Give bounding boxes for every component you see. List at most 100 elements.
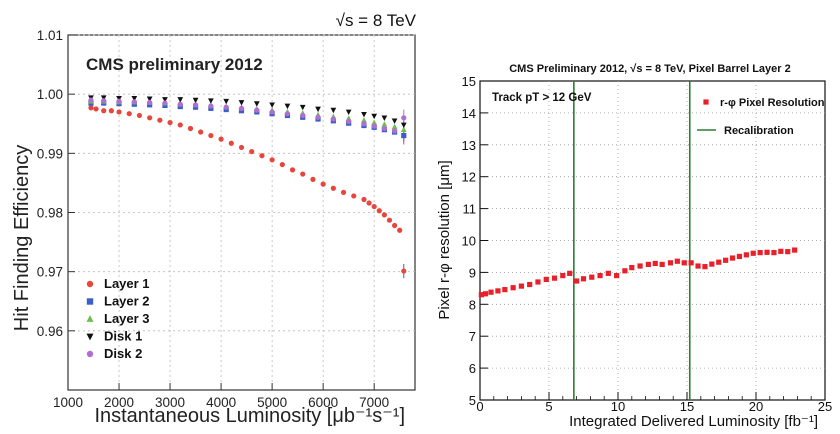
left-point-layer-1 bbox=[93, 106, 99, 112]
right-legend-marker bbox=[703, 99, 709, 105]
left-point-layer-3 bbox=[381, 121, 388, 127]
right-y-tick-label: 14 bbox=[462, 106, 476, 121]
left-point-disk-2 bbox=[401, 115, 407, 121]
left-point-layer-1 bbox=[330, 185, 336, 191]
right-point-resolution bbox=[702, 264, 708, 270]
left-legend-label: Layer 2 bbox=[104, 294, 150, 309]
left-point-layer-1 bbox=[366, 200, 372, 206]
left-y-tick-label: 0.99 bbox=[37, 146, 63, 161]
left-x-tick-label: 3000 bbox=[155, 395, 185, 410]
right-vlines bbox=[573, 81, 691, 400]
right-point-resolution bbox=[764, 249, 770, 255]
left-point-disk-1 bbox=[208, 98, 214, 104]
right-point-resolution bbox=[659, 261, 665, 268]
left-point-layer-1 bbox=[88, 105, 94, 111]
left-point-disk-1 bbox=[131, 95, 138, 102]
left-point-disk-1 bbox=[381, 115, 388, 121]
right-point-resolution bbox=[488, 289, 494, 295]
right-point-resolution bbox=[778, 248, 784, 254]
right-legend: r-φ Pixel Resolution Recalibration bbox=[697, 97, 825, 137]
left-point-layer-3 bbox=[361, 117, 367, 123]
left-point-layer-1 bbox=[228, 140, 234, 146]
left-marks bbox=[88, 95, 407, 279]
right-point-resolution bbox=[771, 250, 777, 256]
left-legend-label: Layer 1 bbox=[104, 276, 150, 291]
left-point-layer-1 bbox=[269, 157, 275, 163]
left-point-disk-2 bbox=[284, 111, 291, 117]
right-grid bbox=[480, 81, 825, 400]
right-y-tick-label: 7 bbox=[469, 329, 476, 344]
left-point-layer-1 bbox=[198, 129, 204, 135]
left-x-tick-label: 2000 bbox=[104, 395, 134, 410]
left-legend-marker bbox=[86, 298, 94, 305]
left-y-tick-label: 1.01 bbox=[37, 28, 63, 43]
left-energy-label: √s = 8 TeV bbox=[336, 11, 417, 30]
left-y-tick-label: 0.97 bbox=[37, 265, 63, 280]
right-point-resolution bbox=[478, 292, 484, 298]
left-point-layer-1 bbox=[136, 112, 143, 119]
left-point-disk-1 bbox=[146, 96, 153, 103]
left-point-disk-1 bbox=[223, 98, 230, 105]
right-point-resolution bbox=[736, 253, 743, 260]
right-point-resolution bbox=[535, 279, 541, 285]
left-point-layer-1 bbox=[300, 171, 306, 177]
left-point-disk-2 bbox=[131, 99, 137, 105]
left-point-layer-1 bbox=[401, 268, 407, 274]
left-point-layer-1 bbox=[157, 117, 163, 123]
left-point-layer-1 bbox=[351, 193, 357, 199]
left-point-disk-1 bbox=[345, 109, 352, 116]
left-x-tick-label: 6000 bbox=[308, 395, 338, 410]
left-point-disk-1 bbox=[192, 97, 199, 104]
left-grid bbox=[68, 34, 415, 390]
left-point-disk-2 bbox=[315, 114, 321, 120]
left-point-layer-1 bbox=[101, 108, 107, 114]
right-y-tick-label: 8 bbox=[469, 297, 476, 312]
right-point-resolution bbox=[482, 291, 489, 297]
left-point-disk-2 bbox=[223, 104, 229, 110]
left-chart: √s = 8 TeV 1000 2000 3000 4000 5000 6000 7000 0… bbox=[11, 11, 417, 427]
right-point-resolution bbox=[518, 283, 524, 289]
left-point-layer-3 bbox=[391, 123, 398, 130]
left-legend-label: Disk 1 bbox=[104, 329, 142, 344]
right-point-resolution bbox=[502, 287, 508, 293]
left-point-disk-2 bbox=[88, 97, 94, 103]
right-point-resolution bbox=[551, 275, 558, 281]
left-point-disk-2 bbox=[330, 116, 336, 122]
left-point-layer-1 bbox=[279, 161, 285, 168]
left-x-tick-label: 1000 bbox=[53, 395, 83, 410]
left-point-disk-2 bbox=[391, 128, 398, 134]
left-point-disk-1 bbox=[315, 106, 321, 113]
right-point-resolution bbox=[567, 270, 573, 276]
left-point-disk-1 bbox=[253, 101, 260, 107]
right-point-resolution bbox=[709, 261, 715, 267]
right-x-tick-label: 15 bbox=[680, 399, 694, 414]
right-x-tick-label: 20 bbox=[749, 399, 763, 414]
right-point-resolution bbox=[681, 260, 687, 266]
left-y-tick-label: 1.00 bbox=[37, 87, 63, 102]
left-point-layer-1 bbox=[381, 212, 387, 218]
left-point-disk-2 bbox=[101, 98, 107, 104]
right-marks bbox=[478, 247, 798, 298]
right-legend-label: Recalibration bbox=[724, 125, 794, 137]
right-point-resolution bbox=[614, 272, 620, 279]
left-point-layer-1 bbox=[238, 144, 245, 151]
left-point-disk-2 bbox=[361, 121, 367, 127]
right-point-resolution bbox=[652, 260, 658, 267]
left-x-tick-label: 4000 bbox=[206, 395, 236, 410]
left-x-axis-title: Instantaneous Luminosity [μb⁻¹s⁻¹] bbox=[94, 405, 405, 427]
right-point-resolution bbox=[688, 260, 694, 266]
right-y-tick-label: 10 bbox=[462, 234, 476, 249]
left-point-disk-2 bbox=[381, 125, 387, 132]
right-y-tick-label: 6 bbox=[469, 361, 476, 376]
left-point-layer-1 bbox=[361, 196, 367, 203]
right-y-tick-label: 11 bbox=[463, 202, 477, 217]
left-point-disk-2 bbox=[269, 109, 275, 115]
left-point-disk-1 bbox=[238, 100, 245, 106]
left-y-tick-label: 0.96 bbox=[37, 324, 63, 339]
left-point-layer-1 bbox=[187, 125, 194, 132]
right-point-resolution bbox=[589, 274, 595, 280]
right-point-resolution bbox=[716, 259, 722, 265]
right-point-resolution bbox=[510, 285, 516, 291]
left-point-disk-1 bbox=[299, 104, 306, 111]
